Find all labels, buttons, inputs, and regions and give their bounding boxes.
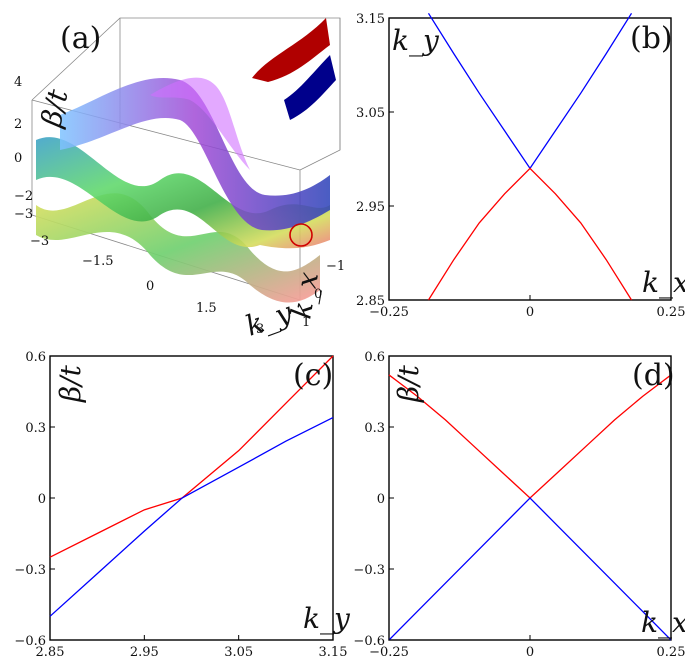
panel-c-xtick-label: 3.05	[224, 645, 253, 660]
panel-c-xtick-label: 2.95	[130, 645, 159, 660]
panel-b: −0.25 0 0.25 3.15 3.05 2.95 2.85 (b) k_y k_x	[356, 12, 685, 320]
ky-tick-label: −3	[30, 234, 49, 249]
panel-d-xtick-label: −0.25	[369, 645, 409, 660]
panel-d-series-first-line	[388, 374, 672, 499]
panel-b-xlabel: k_x	[642, 266, 685, 299]
ky-tick-label: 1.5	[196, 301, 217, 316]
kx-axis-label: k_x	[284, 269, 325, 321]
panel-c-xtick-label: 3.15	[319, 645, 348, 660]
panel-b-series-first-line	[427, 12, 633, 170]
panel-d-ylabel: β/t	[392, 364, 425, 403]
panel-d-series-second-line	[388, 497, 672, 641]
panel-d: −0.25 0 0.25 0.6 0.3 0 −0.3 −0.6 (d) β/t k_x	[353, 350, 685, 660]
panel-b-ytick-label: 2.95	[356, 200, 385, 215]
panel-a: (a) β/t 420−2−3 −3−1.501.53 −101 k_y k_x	[14, 17, 345, 343]
panel-c-xtick-label: 2.85	[36, 645, 65, 660]
kx-tick-label: −1	[326, 259, 345, 274]
panel-d-ytick-label: 0.3	[364, 421, 385, 436]
panel-c-xlabel: k_y	[303, 602, 351, 635]
panel-b-ylabel: k_y	[392, 24, 440, 57]
panel-c-ytick-label: 0.3	[25, 421, 46, 436]
panel-b-ytick-label: 2.85	[356, 294, 385, 309]
panel-b-xtick-label: −0.25	[369, 305, 409, 320]
kx-tick-label: 1	[302, 315, 310, 330]
panel-c-ylabel: β/t	[54, 364, 87, 403]
upper-band-surface	[60, 78, 330, 231]
panel-d-xtick-label: 0	[526, 645, 534, 660]
upper-band-highlight	[150, 77, 250, 170]
z-axis-label: β/t	[34, 86, 74, 131]
panel-c-ytick-label: 0.6	[25, 350, 46, 365]
panel-c: 2.85 2.95 3.05 3.150.60.30−0.3−0.6 (c) β/t …	[14, 350, 351, 660]
panel-c-ytick-label: −0.3	[14, 563, 46, 578]
inset-upper-sheet	[252, 18, 330, 82]
panel-b-ytick-label: 3.05	[356, 106, 385, 121]
panel-c-series-first-line	[49, 355, 334, 558]
panel-b-series-second-line	[427, 167, 633, 301]
panel-label-a: (a)	[60, 21, 101, 56]
ky-tick-label: 0	[146, 279, 154, 294]
panel-d-ytick-label: −0.6	[353, 634, 385, 649]
ky-tick-label: 3	[256, 322, 264, 337]
panel-b-frame	[388, 17, 672, 301]
panel-b-xtick-label: 0	[526, 305, 534, 320]
inset-lower-sheet	[284, 55, 336, 120]
panel-c-series-second-line	[49, 416, 334, 617]
panel-b-xtick-label: 0.25	[657, 305, 685, 320]
panel-d-ytick-label: 0	[377, 492, 385, 507]
panel-d-xlabel: k_x	[641, 606, 685, 639]
panel-c-ytick-label: −0.6	[14, 634, 46, 649]
panel-label-d: (d)	[632, 358, 675, 393]
z-tick-label: −3	[14, 207, 33, 222]
panel-d-ytick-label: 0.6	[364, 350, 385, 365]
lower-band-surface	[36, 193, 320, 303]
z-tick-label: 4	[14, 75, 22, 90]
dirac-point-marker	[289, 223, 313, 247]
kx-tick-label: 0	[314, 287, 322, 302]
panel-d-xtick-label: 0.25	[657, 645, 685, 660]
z-tick-label: −2	[14, 189, 33, 204]
panel-label-b: (b)	[630, 21, 673, 56]
panel-c-ytick-label: 0	[38, 492, 46, 507]
panel-d-ytick-label: −0.3	[353, 563, 385, 578]
ky-tick-label: −1.5	[82, 254, 114, 269]
panel-b-ytick-label: 3.15	[356, 12, 385, 27]
z-tick-label: 2	[14, 117, 22, 132]
panel-label-c: (c)	[293, 358, 333, 393]
z-tick-label: 0	[14, 151, 22, 166]
